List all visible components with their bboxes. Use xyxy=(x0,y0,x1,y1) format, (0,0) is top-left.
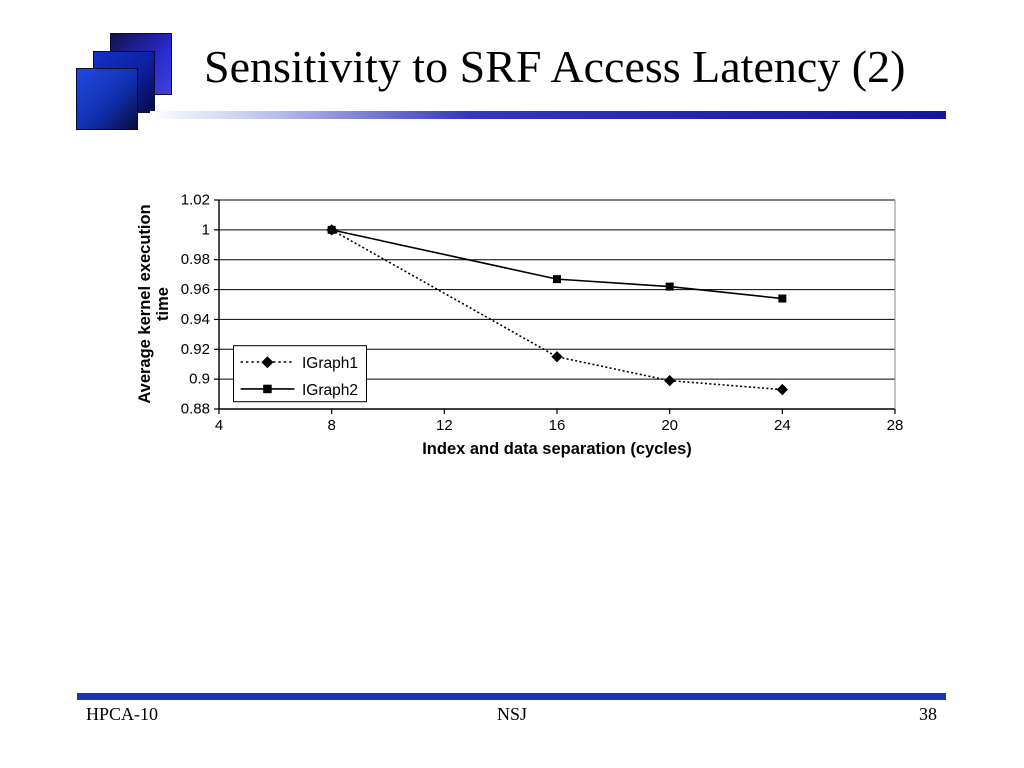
svg-text:24: 24 xyxy=(774,417,791,434)
svg-text:12: 12 xyxy=(436,417,453,434)
svg-text:0.96: 0.96 xyxy=(181,281,210,298)
svg-text:Index and data separation (cyc: Index and data separation (cycles) xyxy=(422,440,692,458)
svg-text:8: 8 xyxy=(327,417,335,434)
svg-text:0.92: 0.92 xyxy=(181,341,210,358)
svg-text:0.98: 0.98 xyxy=(181,251,210,268)
svg-text:IGraph1: IGraph1 xyxy=(302,355,358,372)
svg-text:0.9: 0.9 xyxy=(189,371,210,388)
svg-text:28: 28 xyxy=(887,417,904,434)
svg-text:0.94: 0.94 xyxy=(181,311,210,328)
svg-text:IGraph2: IGraph2 xyxy=(302,382,358,399)
svg-text:1.02: 1.02 xyxy=(181,192,210,209)
svg-text:0.88: 0.88 xyxy=(181,401,210,418)
svg-text:4: 4 xyxy=(215,417,223,434)
svg-text:16: 16 xyxy=(549,417,566,434)
svg-text:time: time xyxy=(154,287,172,321)
svg-text:1: 1 xyxy=(202,221,210,238)
svg-text:Average kernel execution: Average kernel execution xyxy=(136,204,154,403)
svg-text:20: 20 xyxy=(661,417,678,434)
